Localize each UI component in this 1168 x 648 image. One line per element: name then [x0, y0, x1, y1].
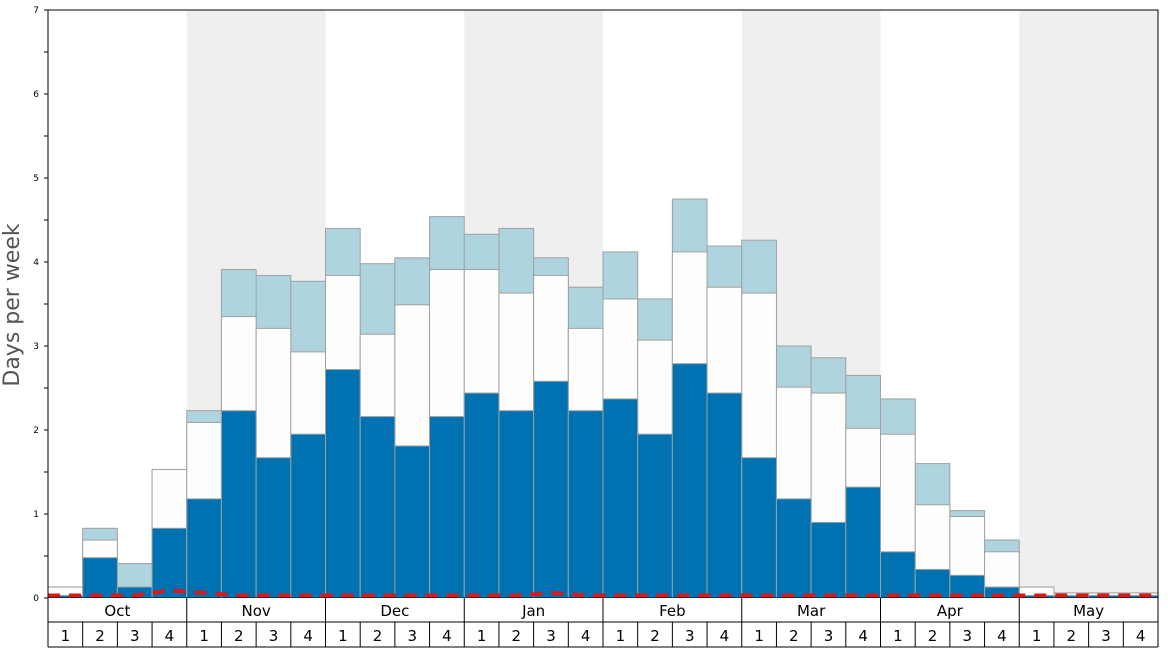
- bar-lower-26: [914, 568, 951, 599]
- week-label: 1: [754, 627, 764, 645]
- month-label-jan: Jan: [521, 602, 545, 620]
- week-label: 4: [581, 627, 591, 645]
- month-label-nov: Nov: [241, 602, 270, 620]
- y-axis-title: Days per week: [0, 223, 25, 386]
- week-label: 3: [685, 627, 695, 645]
- week-label: 3: [407, 627, 417, 645]
- week-label: 1: [199, 627, 209, 645]
- week-label: 2: [95, 627, 105, 645]
- bar-lower-20: [706, 392, 743, 599]
- week-label: 2: [234, 627, 244, 645]
- week-label: 4: [303, 627, 313, 645]
- week-label: 4: [997, 627, 1007, 645]
- y-tick-label-2: 2: [33, 426, 39, 436]
- week-label: 3: [1101, 627, 1111, 645]
- week-label: 2: [789, 627, 799, 645]
- week-label: 4: [442, 627, 452, 645]
- y-tick-label-6: 6: [33, 90, 39, 100]
- week-label: 1: [61, 627, 71, 645]
- trend-line: [48, 588, 1158, 598]
- week-label: 2: [1067, 627, 1077, 645]
- bar-lower-6: [220, 410, 257, 599]
- month-label-mar: Mar: [797, 602, 826, 620]
- bar-lower-18: [637, 433, 673, 599]
- week-label: 2: [512, 627, 522, 645]
- bar-lower-21: [741, 457, 777, 599]
- week-label: 1: [477, 627, 487, 645]
- bar-lower-8: [290, 433, 326, 599]
- week-label: 2: [650, 627, 660, 645]
- week-label: 4: [1136, 627, 1146, 645]
- y-tick-label-7: 7: [33, 6, 39, 16]
- y-tick-label-4: 4: [33, 258, 39, 268]
- bar-lower-9: [325, 369, 361, 599]
- bar-lower-16: [567, 410, 604, 599]
- week-label: 3: [824, 627, 834, 645]
- bar-lower-25: [880, 551, 916, 599]
- bar-lower-11: [394, 445, 431, 599]
- week-label: 1: [338, 627, 348, 645]
- month-label-dec: Dec: [380, 602, 409, 620]
- bar-lower-13: [463, 392, 500, 599]
- week-label: 1: [616, 627, 626, 645]
- month-label-may: May: [1073, 602, 1104, 620]
- y-tick-label-0: 0: [33, 594, 39, 604]
- bar-lower-22: [775, 498, 812, 599]
- week-label: 3: [269, 627, 279, 645]
- bar-lower-15: [533, 380, 569, 599]
- week-label: 4: [720, 627, 730, 645]
- bar-lower-10: [359, 416, 396, 599]
- week-label: 2: [373, 627, 383, 645]
- bar-lower-14: [498, 410, 535, 599]
- bar-lower-7: [255, 457, 292, 599]
- week-label: 1: [1032, 627, 1042, 645]
- trend-line-path: [48, 588, 1158, 598]
- month-label-apr: Apr: [937, 602, 964, 620]
- y-axis: 0 1 2 3 4 5 6 7: [33, 6, 48, 604]
- week-label: 3: [130, 627, 140, 645]
- bar-lower-5: [186, 498, 222, 599]
- x-axis: Oct Nov Dec Jan Feb Mar Apr May 1 2 3 4 1 2 3 4 1 2 3 4 1 2 3 4…: [47, 598, 1159, 648]
- bar-lower-12: [429, 416, 465, 599]
- y-tick-label-5: 5: [33, 174, 39, 184]
- bar-lower-4: [151, 527, 188, 599]
- month-label-feb: Feb: [659, 602, 686, 620]
- bar-lower-23: [810, 521, 847, 599]
- week-label: 4: [858, 627, 868, 645]
- bar-lower-19: [671, 363, 708, 599]
- stacked-bars: [47, 198, 1159, 599]
- week-label: 3: [962, 627, 972, 645]
- week-label: 2: [928, 627, 938, 645]
- y-tick-label-1: 1: [33, 510, 39, 520]
- month-band-may: [1019, 10, 1158, 598]
- y-tick-label-3: 3: [33, 342, 39, 352]
- bar-lower-24: [845, 486, 881, 599]
- week-label: 1: [893, 627, 903, 645]
- week-label: 4: [165, 627, 175, 645]
- week-label: 3: [546, 627, 556, 645]
- bar-lower-17: [602, 398, 639, 599]
- month-label-oct: Oct: [104, 602, 130, 620]
- bar-lower-2: [82, 557, 118, 599]
